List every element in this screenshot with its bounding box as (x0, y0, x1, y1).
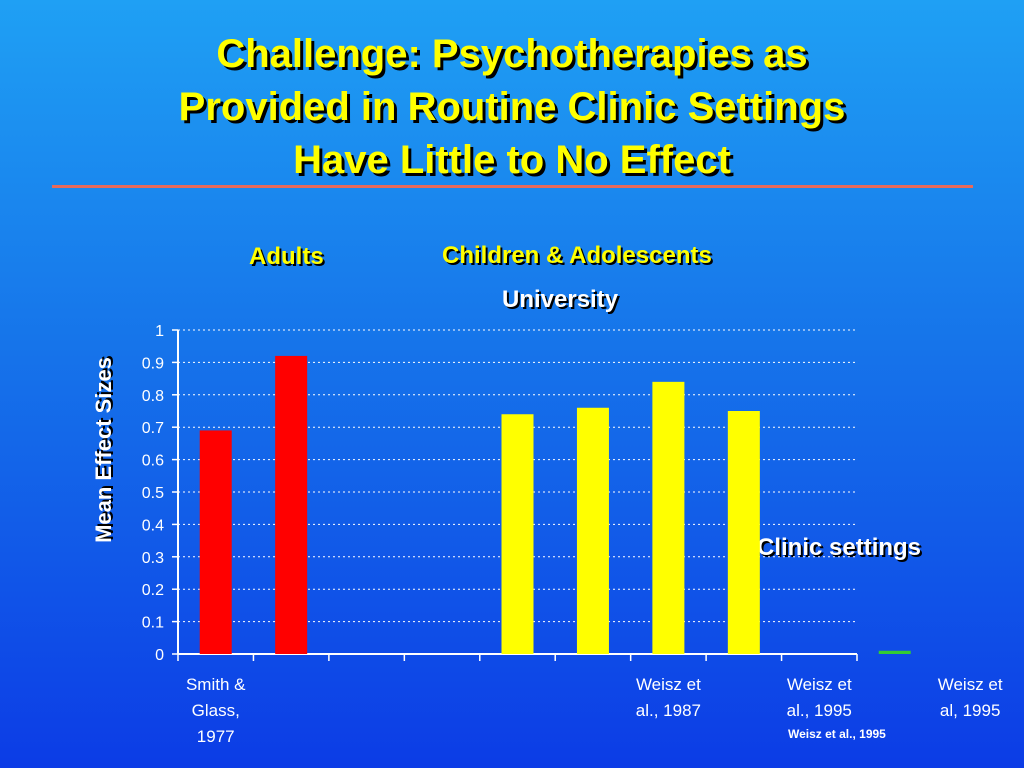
title-line: Have Little to No Effect (293, 138, 731, 182)
citation: Weisz et al., 1995 (788, 727, 886, 741)
y-tick-label: 0.3 (142, 550, 164, 567)
x-category-label: 1977 (197, 727, 235, 746)
bar (576, 407, 609, 654)
y-tick-label: 0.1 (142, 615, 164, 632)
bar (199, 430, 232, 654)
x-category-label: Glass, (192, 701, 240, 720)
y-tick-label: 1 (155, 323, 164, 340)
x-category-label: al., 1987 (636, 701, 701, 720)
x-category-label: Weisz et (938, 675, 1003, 694)
x-category-label: Weisz et (636, 675, 701, 694)
bar (501, 414, 534, 654)
title-line: Provided in Routine Clinic Settings (178, 85, 846, 129)
children-group-label: Children & Adolescents (442, 242, 712, 269)
bar (878, 650, 911, 654)
bar (652, 381, 685, 654)
slide-title: Challenge: Psychotherapies as Provided i… (0, 28, 1024, 187)
x-category-label: al., 1995 (787, 701, 852, 720)
adults-group-label: Adults (249, 243, 324, 270)
y-tick-label: 0.9 (142, 355, 164, 372)
bar (275, 355, 308, 654)
title-divider (52, 185, 973, 188)
x-category-label: Smith & (186, 675, 246, 694)
x-category-label: al, 1995 (940, 701, 1001, 720)
y-tick-label: 0 (155, 647, 164, 664)
y-tick-label: 0.2 (142, 582, 164, 599)
y-tick-label: 0.4 (142, 517, 164, 534)
y-tick-label: 0.7 (142, 420, 164, 437)
y-tick-label: 0.6 (142, 453, 164, 470)
bar (727, 411, 760, 654)
x-category-label: Weisz et (787, 675, 852, 694)
title-line: Challenge: Psychotherapies as (216, 32, 808, 76)
y-tick-label: 0.5 (142, 485, 164, 502)
y-tick-label: 0.8 (142, 388, 164, 405)
university-label: University (502, 286, 619, 313)
